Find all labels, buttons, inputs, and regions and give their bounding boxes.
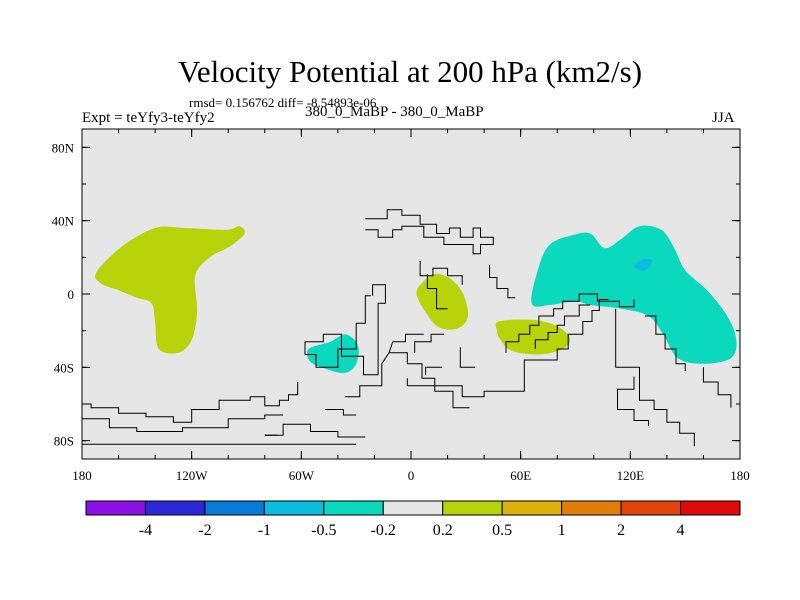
colorbar-swatch: [204, 500, 265, 516]
contour-regions: [95, 225, 737, 374]
contour-region-3: [495, 319, 571, 355]
x-tick-label: 120W: [176, 468, 209, 483]
colorbar-label: -2: [198, 522, 211, 539]
contour-region-1: [95, 226, 246, 354]
coastline-16: [645, 315, 686, 371]
coastlines: [82, 209, 732, 447]
coastline-14: [505, 293, 635, 353]
colorbar-swatch: [85, 500, 146, 516]
y-tick-label: 40S: [54, 360, 74, 375]
x-tick-label: 180: [72, 468, 92, 483]
colorbar-swatch: [680, 500, 741, 516]
colorbar-swatch: [323, 500, 384, 516]
colorbar-label: -4: [139, 522, 152, 539]
coastline-24: [325, 409, 357, 416]
experiment-label: Expt = teYfy3-teYfy2: [82, 110, 215, 126]
colorbar-swatch: [144, 500, 206, 516]
y-tick-label: 0: [68, 287, 75, 302]
colorbar-label: -1: [258, 522, 271, 539]
coastline-12: [407, 299, 609, 398]
colorbar-label: 0.5: [492, 522, 512, 539]
colorbar-swatch: [561, 500, 622, 516]
y-tick-label: 80S: [54, 434, 74, 449]
colorbar-label: 2: [617, 522, 625, 539]
x-tick-label: 60E: [510, 468, 531, 483]
coastline-3: [489, 264, 516, 299]
coastline-15: [534, 304, 591, 349]
colorbar-label: -0.2: [371, 522, 396, 539]
colorbar-swatch: [382, 500, 444, 516]
coastline-8: [414, 333, 444, 353]
coastline-19: [702, 367, 732, 408]
coastline-9: [388, 333, 424, 353]
colorbar-label: 1: [558, 522, 566, 539]
x-tick-label: 120E: [617, 468, 645, 483]
season-label: JJA: [712, 110, 735, 126]
colorbar-swatch: [620, 500, 682, 516]
coastline-11: [459, 347, 475, 368]
coastline-18: [617, 376, 650, 426]
axis-ticks: 180 120W 60W 0 60E 120E 180 80N 40N 0 40S 80S: [52, 129, 750, 483]
y-tick-label: 80N: [52, 140, 75, 155]
colorbar-swatch: [501, 500, 563, 516]
coastline-2: [419, 261, 463, 285]
chart-title: Velocity Potential at 200 hPa (km2/s): [177, 54, 643, 89]
coastline-7: [345, 352, 390, 398]
y-tick-label: 40N: [52, 214, 75, 229]
x-tick-label: 180: [730, 468, 750, 483]
coastline-20: [82, 382, 299, 423]
contour-region-4: [306, 334, 359, 374]
colorbar-label: 0.2: [433, 522, 453, 539]
case-label: 380_0_MaBP - 380_0_MaBP: [305, 104, 484, 120]
coastline-21: [82, 414, 284, 432]
contour-region-2: [416, 273, 469, 330]
contour-region-5: [531, 225, 737, 364]
colorbar-label: 4: [677, 522, 685, 539]
colorbar: -4 -2 -1 -0.5 -0.2 0.2 0.5 1 2 4: [85, 500, 741, 539]
colorbar-swatch: [442, 500, 503, 516]
x-tick-label: 60W: [289, 468, 315, 483]
contour-region-6: [633, 258, 653, 271]
colorbar-label: -0.5: [311, 522, 336, 539]
stats-line: rmsd= 0.156762 diff= -8.54893e-06: [189, 95, 377, 110]
x-tick-label: 0: [408, 468, 415, 483]
coastline-6: [389, 352, 470, 409]
coastline-5: [304, 284, 386, 376]
coastline-1: [365, 209, 494, 255]
coastline-10: [425, 366, 443, 375]
coastline-17: [615, 308, 695, 447]
colorbar-swatch: [263, 500, 325, 516]
coastline-4: [426, 273, 448, 310]
coastline-23: [264, 423, 366, 438]
